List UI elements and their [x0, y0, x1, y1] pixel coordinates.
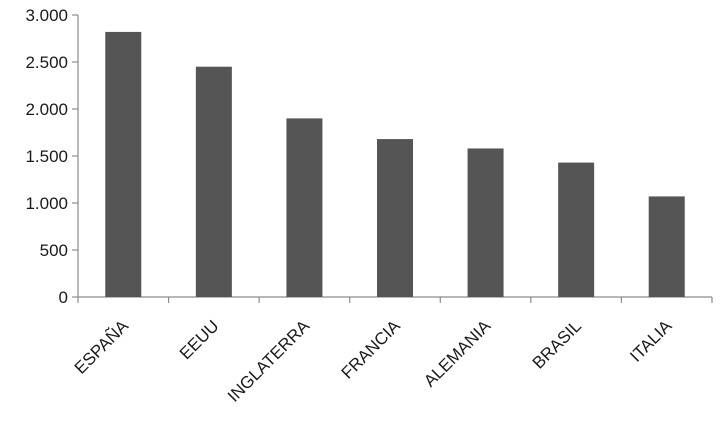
bars [105, 31, 685, 298]
bar-inglaterra [286, 118, 323, 298]
y-tick-label: 2.000 [25, 100, 68, 119]
bar-brasil [558, 162, 595, 297]
y-tick-label: 2.500 [25, 53, 68, 72]
x-axis [77, 296, 713, 303]
x-tick-label: ITALIA [626, 316, 676, 366]
x-tick-label: ESPAÑA [71, 316, 133, 378]
category-labels: ESPAÑA EEUU INGLATERRA FRANCIA ALEMANIA BRASI… [71, 316, 676, 406]
y-tick-label: 3.000 [25, 6, 68, 25]
bar-alemania [467, 148, 504, 297]
bar-italia [648, 196, 685, 297]
x-tick-label: EEUU [176, 316, 223, 363]
bar-francia [377, 139, 413, 297]
y-tick-label: 500 [40, 241, 68, 260]
y-tick-label: 0 [59, 288, 68, 307]
x-tick-label: ALEMANIA [420, 316, 495, 391]
bar-españa [105, 31, 142, 297]
y-tick-label: 1.500 [25, 147, 68, 166]
bar-eeuu [195, 66, 232, 297]
y-axis: 0 500 1.000 1.500 2.000 2.500 3.000 [25, 6, 79, 307]
x-tick-label: INGLATERRA [224, 316, 314, 406]
y-tick-label: 1.000 [25, 194, 68, 213]
x-tick-label: FRANCIA [338, 316, 405, 383]
x-tick-label: BRASIL [529, 316, 585, 372]
